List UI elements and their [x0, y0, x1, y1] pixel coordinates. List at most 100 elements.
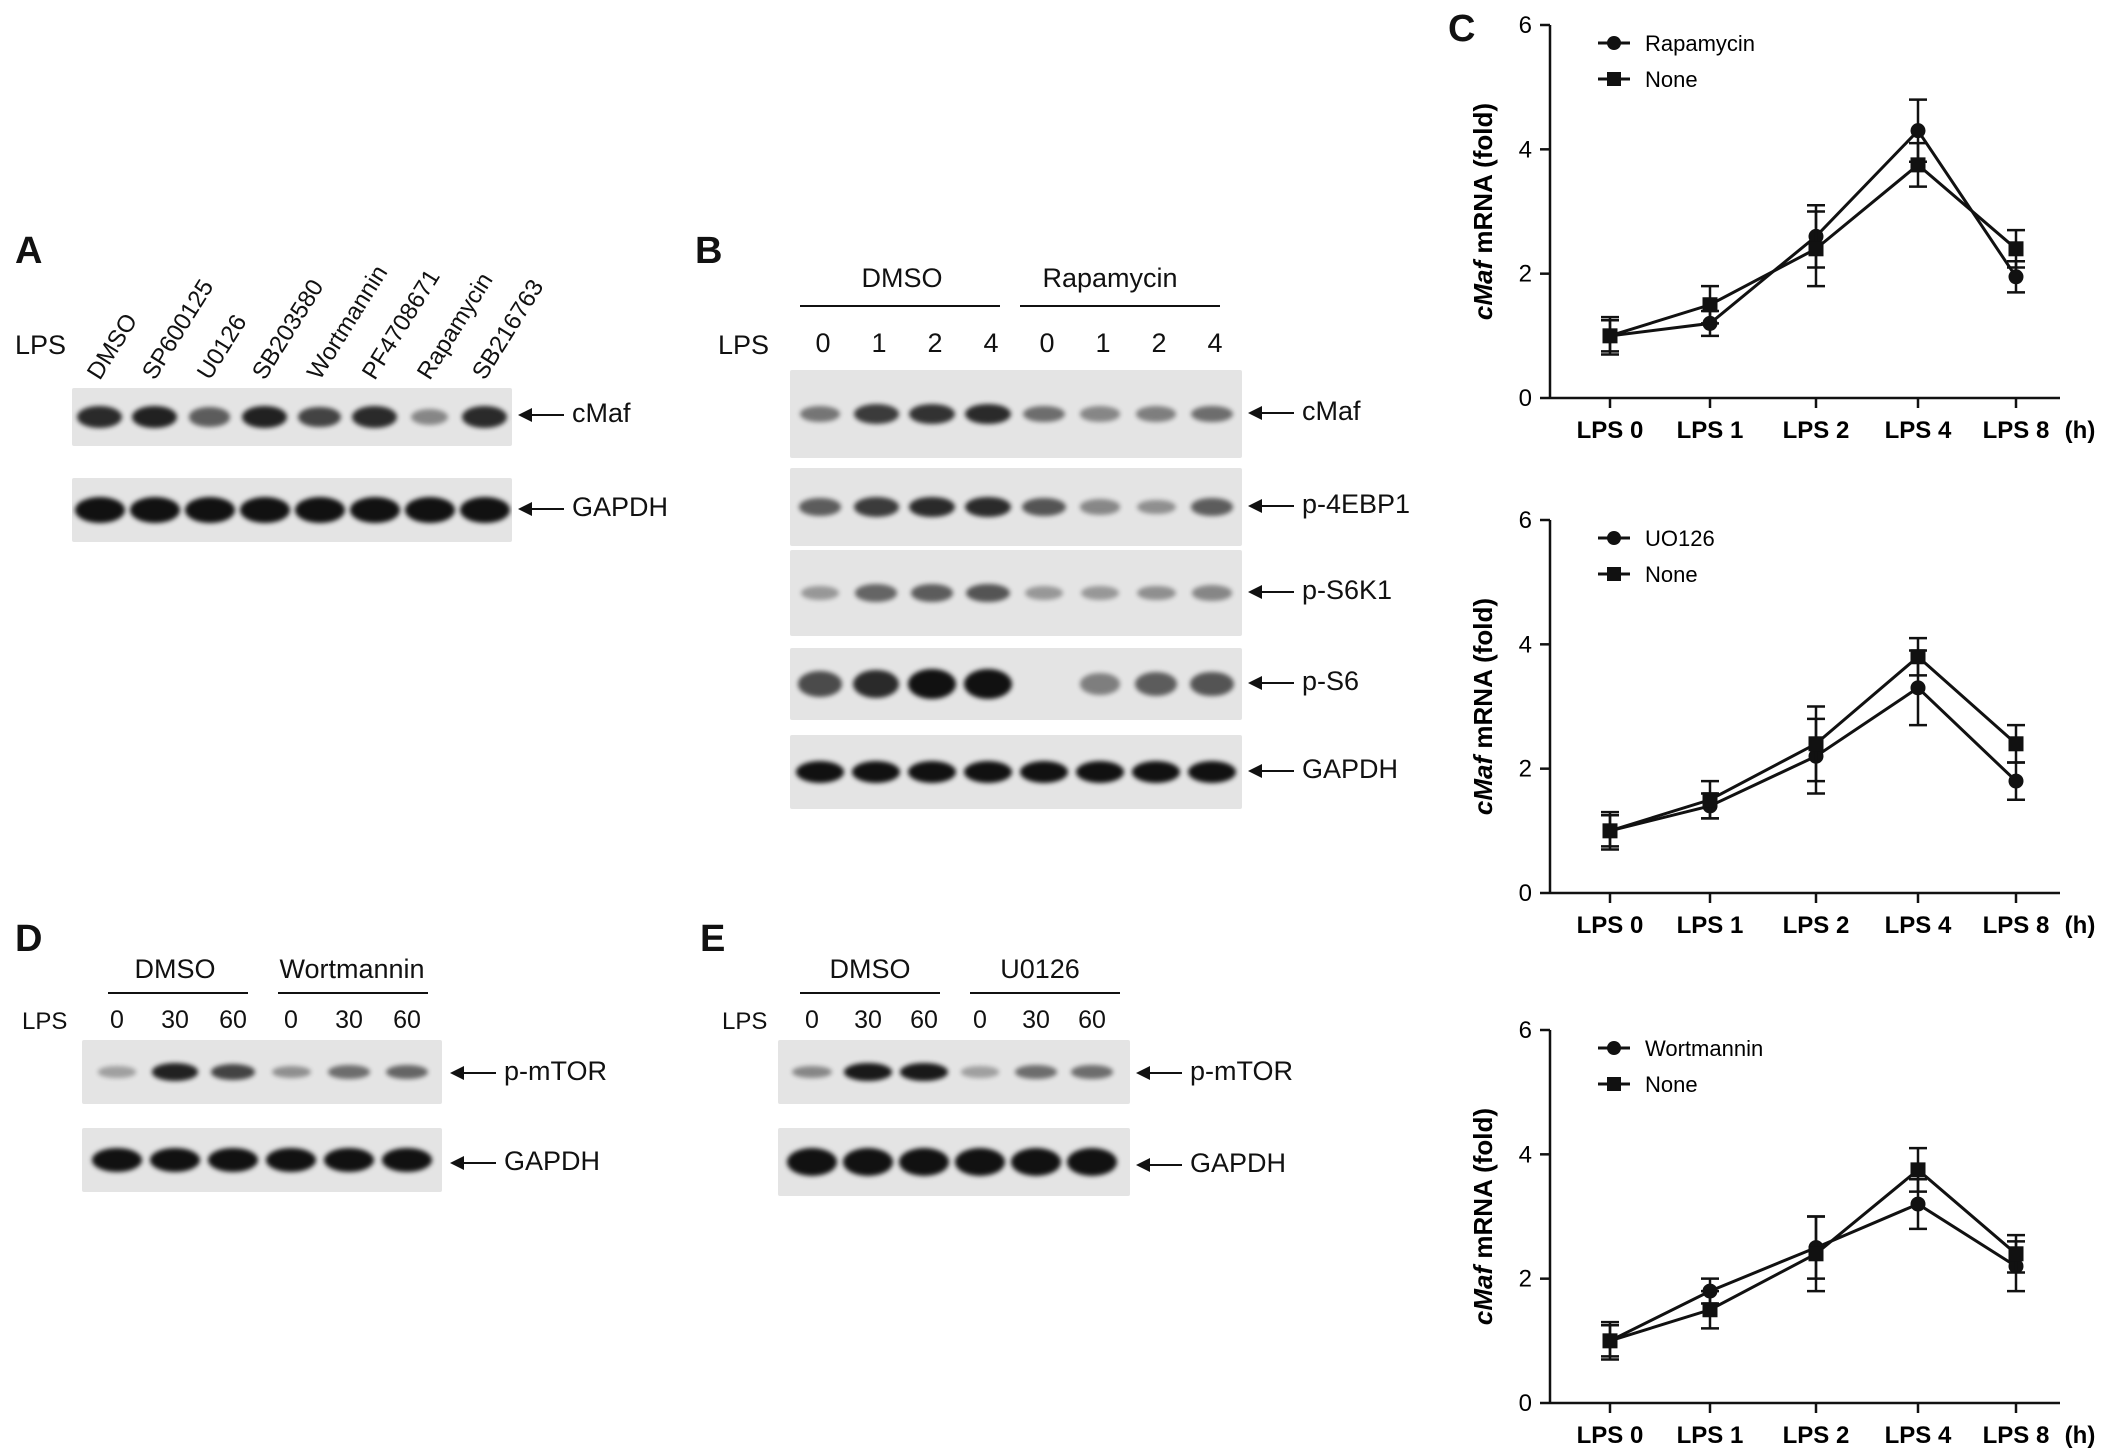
- chart-0-series-1-point: [2008, 241, 2024, 257]
- chart-2-x-tick-label: LPS 8: [1983, 1422, 2050, 1449]
- chart-1-x-tick-label: LPS 4: [1885, 912, 1952, 939]
- panel-d-group-wortmannin: Wortmannin: [279, 954, 425, 984]
- chart-0-y-label: cMaf mRNA (fold): [1468, 103, 1498, 320]
- panel-b-p-4ebp1-label: p-4EBP1: [1302, 489, 1411, 519]
- panel-d-lane-label: 60: [393, 1006, 421, 1034]
- chart-0-x-tick-label: LPS 1: [1677, 417, 1744, 444]
- chart-2-series-0-point: [1910, 1196, 1926, 1212]
- panel-e-pmtor-band: [1015, 1065, 1057, 1079]
- panel-d-gapdh-band: [208, 1148, 258, 1172]
- panel-e-lane-label: 0: [973, 1006, 987, 1034]
- panel-b-p-s6k1-band: [1136, 585, 1176, 601]
- panel-b-letter: B: [695, 230, 723, 272]
- panel-d-gapdh-band: [92, 1148, 142, 1172]
- panel-d-lane-label: 0: [284, 1006, 298, 1034]
- panel-b-lane-label: 4: [983, 328, 999, 358]
- panel-e-lane-label: 60: [910, 1006, 938, 1034]
- panel-a-gapdh-band: [294, 497, 345, 523]
- chart-0-series-1-point: [1808, 241, 1824, 257]
- panel-b-gapdh-band: [964, 761, 1012, 783]
- panel-b-cmaf-band: [853, 404, 899, 424]
- chart-0-legend-marker: [1607, 72, 1621, 86]
- panel-d-pmtor-label: p-mTOR: [504, 1056, 608, 1086]
- panel-b-p-s6k1-band: [1024, 585, 1064, 601]
- panel-a-lps-label: LPS: [15, 330, 67, 360]
- panel-b-p-4ebp1-band: [1022, 497, 1066, 516]
- chart-1-series-1-point: [2008, 736, 2024, 752]
- panel-d-lane-label: 30: [161, 1006, 189, 1034]
- panel-d-lane-label: 0: [110, 1006, 124, 1034]
- chart-1-x-unit: (h): [2065, 912, 2096, 939]
- chart-2-series-1-point: [2008, 1246, 2024, 1262]
- panel-b-group-line-dmso: [800, 305, 1000, 307]
- chart-y-label-rest: mRNA (fold): [1468, 103, 1498, 261]
- chart-2-legend-marker: [1607, 1041, 1621, 1055]
- panel-b-cmaf-band: [1080, 406, 1120, 422]
- panel-b-gapdh-arrow: GAPDH: [1248, 754, 1398, 785]
- panel-b-p-s6-band: [798, 671, 842, 697]
- panel-b-p-4ebp1-band: [964, 496, 1012, 518]
- panel-a-cmaf-label: cMaf: [572, 398, 631, 428]
- panel-d-letter: D: [15, 918, 43, 960]
- panel-b-p-s6k1-band: [1192, 585, 1232, 601]
- panel-a-gapdh-band: [349, 497, 400, 523]
- chart-2-y-tick-label: 4: [1519, 1141, 1532, 1168]
- panel-b-cmaf-band: [1023, 405, 1065, 423]
- panel-b-gapdh-band: [796, 761, 844, 783]
- chart-0-y-tick-label: 0: [1519, 385, 1532, 412]
- panel-e-gapdh-band: [1067, 1148, 1117, 1176]
- panel-a-gapdh-band: [404, 497, 455, 523]
- panel-b-p-s6k1-band: [800, 585, 840, 601]
- panel-b-gapdh-band: [1020, 761, 1068, 783]
- panel-b-cmaf-band: [1191, 405, 1233, 423]
- panel-e-group-line-u0126: [970, 992, 1120, 994]
- panel-b-lane-label: 0: [1039, 328, 1055, 358]
- panel-b-p-s6k1-label: p-S6K1: [1302, 575, 1393, 605]
- panel-a-gapdh-band: [184, 497, 235, 523]
- chart-1-y-tick-label: 2: [1519, 756, 1532, 783]
- panel-b-p-4ebp1-band: [1190, 498, 1234, 516]
- panel-d-gapdh-blot: [82, 1128, 442, 1192]
- chart-1-y-label: cMaf mRNA (fold): [1468, 598, 1498, 815]
- panel-b-p-s6k1-band: [910, 584, 954, 602]
- chart-y-label-italic: cMaf: [1468, 1264, 1498, 1326]
- chart-2-series-1-point: [1910, 1162, 1926, 1178]
- panel-a-cmaf-band: [298, 406, 341, 428]
- panel-a-cmaf-band: [77, 405, 122, 429]
- panel-b-p-4ebp1-arrow: p-4EBP1: [1248, 489, 1411, 520]
- panel-b-gapdh-band: [852, 761, 900, 783]
- panel-b-p-s6-band: [908, 669, 956, 699]
- panel-d-lps-label: LPS: [22, 1008, 68, 1035]
- panel-e-pmtor-band: [900, 1063, 948, 1081]
- panel-e-group-line-dmso: [800, 992, 940, 994]
- chart-0-series-0-point: [2008, 269, 2024, 285]
- panel-b-group-dmso: DMSO: [861, 263, 943, 293]
- panel-b-p-4ebp1-band: [1136, 499, 1176, 515]
- panel-b-gapdh-band: [908, 761, 956, 783]
- panel-e-pmtor-band: [961, 1066, 999, 1078]
- chart-2-x-tick-label: LPS 0: [1577, 1422, 1644, 1449]
- panel-e-gapdh-band: [955, 1148, 1005, 1176]
- panel-d-gapdh-arrow: GAPDH: [450, 1146, 601, 1177]
- panel-d-pmtor-arrow: p-mTOR: [450, 1056, 608, 1087]
- chart-y-label-italic: cMaf: [1468, 259, 1498, 321]
- chart-0-legend-label: Rapamycin: [1645, 31, 1755, 56]
- chart-0-series-1-point: [1910, 157, 1926, 173]
- panel-d-pmtor-band: [328, 1065, 370, 1079]
- panel-b-blot-cmaf: [790, 370, 1242, 458]
- chart-1-x-tick-label: LPS 8: [1983, 912, 2050, 939]
- panel-d-pmtor-blot: [82, 1040, 442, 1104]
- panel-d-pmtor-band: [271, 1066, 311, 1078]
- panel-d-lane-label: 60: [219, 1006, 247, 1034]
- panel-e-lane-label: 0: [805, 1006, 819, 1034]
- panel-b-cmaf-label: cMaf: [1302, 396, 1361, 426]
- chart-2-legend-label: None: [1645, 1072, 1698, 1097]
- chart-0-series-1-point: [1702, 297, 1718, 313]
- panel-a-cmaf-band: [242, 405, 287, 429]
- panel-a-cmaf-arrow: cMaf: [518, 398, 631, 429]
- panel-e-lane-label: 30: [1022, 1006, 1050, 1034]
- panel-e-gapdh-band: [899, 1148, 949, 1176]
- panel-d-gapdh-label: GAPDH: [504, 1146, 601, 1176]
- chart-1-y-tick-label: 4: [1519, 631, 1532, 658]
- chart-0-x-tick-label: LPS 2: [1783, 417, 1850, 444]
